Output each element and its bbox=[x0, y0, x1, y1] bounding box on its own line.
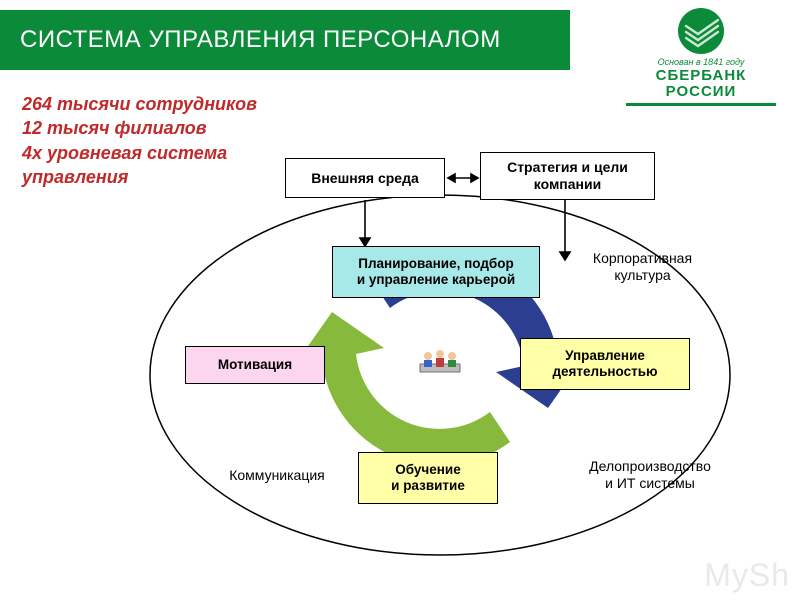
label-records-it: Делопроизводство и ИТ системы bbox=[560, 458, 740, 492]
top-double-arrow bbox=[448, 174, 478, 182]
header-bar: СИСТЕМА УПРАВЛЕНИЯ ПЕРСОНАЛОМ bbox=[0, 10, 570, 70]
box-label: Планирование, подбор и управление карьер… bbox=[357, 256, 515, 288]
logo-name-line2: РОССИИ bbox=[626, 84, 776, 100]
box-label: Внешняя среда bbox=[311, 170, 419, 187]
box-label: Управление деятельностью bbox=[552, 348, 657, 380]
box-label: Обучение и развитие bbox=[391, 462, 465, 494]
fact-line: 264 тысячи сотрудников bbox=[22, 92, 257, 116]
logo-name-line1: СБЕРБАНК bbox=[626, 68, 776, 84]
label-corp-culture: Корпоративная культура bbox=[570, 250, 715, 284]
box-strategy-goals: Стратегия и цели компании bbox=[480, 152, 655, 200]
box-performance: Управление деятельностью bbox=[520, 338, 690, 390]
page-title: СИСТЕМА УПРАВЛЕНИЯ ПЕРСОНАЛОМ bbox=[20, 26, 501, 54]
logo-underline bbox=[626, 103, 776, 106]
fact-line: 12 тысяч филиалов bbox=[22, 116, 257, 140]
sberbank-coin-icon bbox=[676, 6, 726, 56]
label-communication: Коммуникация bbox=[212, 467, 342, 484]
box-planning: Планирование, подбор и управление карьер… bbox=[332, 246, 540, 298]
box-external-env: Внешняя среда bbox=[285, 158, 445, 198]
box-label: Стратегия и цели компании bbox=[507, 159, 628, 193]
box-label: Мотивация bbox=[218, 357, 292, 373]
brand-logo: Основан в 1841 году СБЕРБАНК РОССИИ bbox=[626, 6, 776, 106]
box-training: Обучение и развитие bbox=[358, 452, 498, 504]
box-motivation: Мотивация bbox=[185, 346, 325, 384]
people-at-desk-icon bbox=[418, 346, 462, 376]
hr-system-diagram: Внешняя среда Стратегия и цели компании … bbox=[0, 150, 800, 590]
